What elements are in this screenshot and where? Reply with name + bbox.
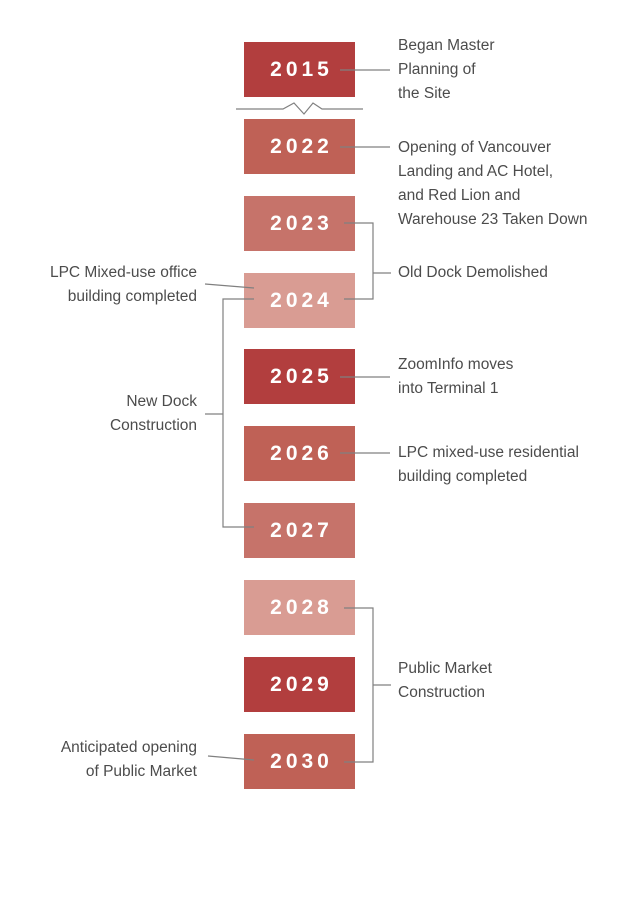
note-public-market-construction: Public Market Construction	[398, 660, 492, 701]
year-label-2015: 2015	[270, 57, 333, 81]
year-label-2024: 2024	[270, 288, 333, 312]
note-lpc-residential: LPC mixed-use residential building compl…	[398, 444, 579, 485]
year-block-2024: 2024	[244, 273, 355, 328]
year-label-2029: 2029	[270, 672, 333, 696]
note-began-master-planning: Began Master Planning of the Site	[398, 37, 495, 102]
note-zoominfo-terminal1: ZoomInfo moves into Terminal 1	[398, 356, 514, 397]
year-block-2026: 2026	[244, 426, 355, 481]
year-label-2030: 2030	[270, 749, 333, 773]
year-label-2025: 2025	[270, 364, 333, 388]
year-label-2026: 2026	[270, 441, 333, 465]
note-lpc-office: LPC Mixed-use office building completed	[49, 264, 197, 305]
year-block-2025: 2025	[244, 349, 355, 404]
note-old-dock-demolished: Old Dock Demolished	[398, 264, 548, 281]
note-opening-vancouver-landing: Opening of Vancouver Landing and AC Hote…	[398, 139, 588, 228]
year-label-2023: 2023	[270, 211, 333, 235]
year-label-2022: 2022	[270, 134, 333, 158]
year-block-2028: 2028	[244, 580, 355, 635]
year-block-2029: 2029	[244, 657, 355, 712]
year-label-2027: 2027	[270, 518, 333, 542]
note-new-dock-construction: New Dock Construction	[109, 393, 197, 434]
year-label-2028: 2028	[270, 595, 333, 619]
note-anticipated-opening: Anticipated opening of Public Market	[60, 739, 197, 780]
bracket-new-dock	[222, 298, 254, 528]
year-block-2030: 2030	[244, 734, 355, 789]
year-block-2023: 2023	[244, 196, 355, 251]
year-block-2015: 2015	[244, 42, 355, 97]
year-block-2027: 2027	[244, 503, 355, 558]
timeline-break-icon	[236, 102, 363, 115]
year-block-2022: 2022	[244, 119, 355, 174]
